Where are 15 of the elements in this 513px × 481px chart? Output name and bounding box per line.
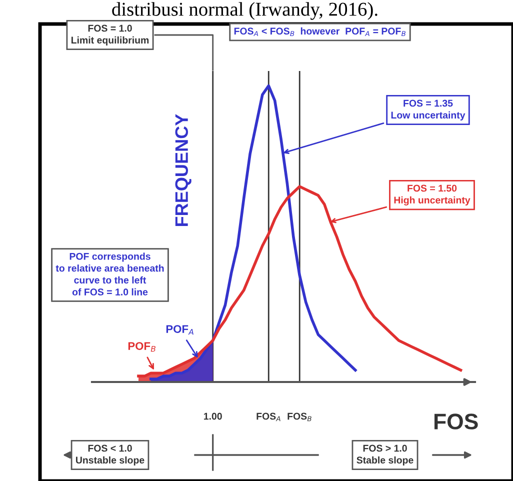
annotation: FOS = 1.50 High uncertainty [394,184,470,206]
x-axis-title: FOS [434,414,478,430]
x-tick-label: 1.00 [204,412,222,420]
annotation: POF$_{B}$ [128,342,156,352]
text: FOS > 1.0 Stable slope [356,444,414,466]
x-tick-label: FOS$_{A}$ [256,412,280,422]
text: distribusi normal (Irwandy, 2016). [112,2,378,20]
text: FOS < 1.0 Unstable slope [76,444,144,466]
annotation: FOS = 1.35 Low uncertainty [391,100,466,120]
y-axis-title: FREQUENCY [175,114,192,226]
text: FOS = 1.0 Limit equilibrium [71,24,149,46]
x-tick-label: FOS$_{B}$ [288,412,312,422]
annotation: POF corresponds to relative area beneath curve to the left of FOS = 1.0 line [56,252,164,296]
annotation: POF$_{A}$ [166,325,194,335]
text: FOS$_{A}$ < FOS$_{B}$ however POF$_{A}$ = POF$_{B}$ [234,27,406,36]
